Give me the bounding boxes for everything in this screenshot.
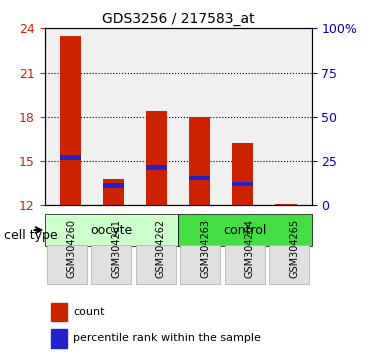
Bar: [51, 303, 67, 321]
Text: GSM304261: GSM304261: [111, 219, 121, 278]
Bar: [103, 179, 124, 205]
Bar: [146, 111, 167, 205]
Bar: [60, 155, 81, 160]
Bar: [232, 182, 253, 186]
FancyBboxPatch shape: [91, 245, 131, 284]
Bar: [146, 166, 167, 170]
Bar: [232, 143, 253, 205]
FancyBboxPatch shape: [225, 245, 265, 284]
Text: GSM304262: GSM304262: [156, 219, 166, 278]
Bar: [51, 329, 67, 348]
Bar: [189, 117, 210, 205]
Text: cell type: cell type: [4, 229, 58, 242]
Text: GSM304260: GSM304260: [67, 219, 77, 278]
FancyBboxPatch shape: [180, 245, 220, 284]
Text: oocyte: oocyte: [90, 224, 132, 236]
Text: GSM304263: GSM304263: [200, 219, 210, 278]
FancyBboxPatch shape: [269, 245, 309, 284]
Bar: [60, 36, 81, 205]
Title: GDS3256 / 217583_at: GDS3256 / 217583_at: [102, 12, 255, 26]
Bar: [275, 204, 296, 205]
FancyBboxPatch shape: [47, 245, 87, 284]
FancyBboxPatch shape: [136, 245, 176, 284]
Bar: [103, 183, 124, 188]
FancyBboxPatch shape: [45, 214, 178, 246]
Text: GSM304265: GSM304265: [289, 219, 299, 278]
Bar: [189, 176, 210, 180]
Text: GSM304264: GSM304264: [245, 219, 255, 278]
Text: count: count: [73, 307, 104, 317]
FancyBboxPatch shape: [178, 214, 312, 246]
Text: control: control: [223, 224, 266, 236]
Text: percentile rank within the sample: percentile rank within the sample: [73, 333, 261, 343]
